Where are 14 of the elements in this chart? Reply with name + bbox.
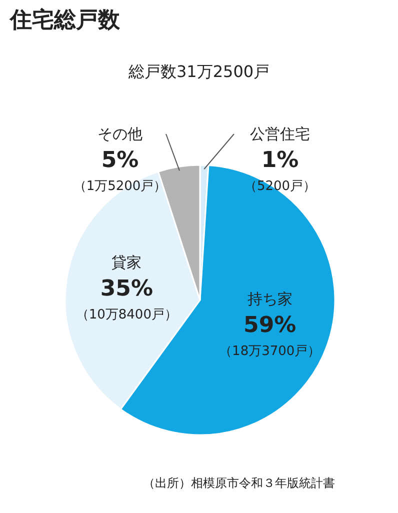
- text: （18万3700戸）: [219, 344, 321, 360]
- chart-subtitle: 総戸数31万2500戸: [127, 62, 270, 81]
- slice-label: 公営住宅: [250, 125, 310, 143]
- data-label: 59%: [244, 313, 296, 338]
- data-label: 5%: [101, 148, 139, 173]
- data-label: 1%: [261, 148, 299, 173]
- slice-label: 貸家: [112, 253, 142, 272]
- data-label: 35%: [100, 276, 153, 302]
- text: （1万5200戸）: [73, 179, 167, 194]
- slice-label: 持ち家: [247, 290, 292, 308]
- text: （出所）相模原市令和３年版統計書: [143, 476, 335, 490]
- slice-label: その他: [98, 125, 142, 143]
- chart-title: 住宅総戸数: [9, 7, 121, 33]
- text: （10万8400戸）: [76, 307, 178, 322]
